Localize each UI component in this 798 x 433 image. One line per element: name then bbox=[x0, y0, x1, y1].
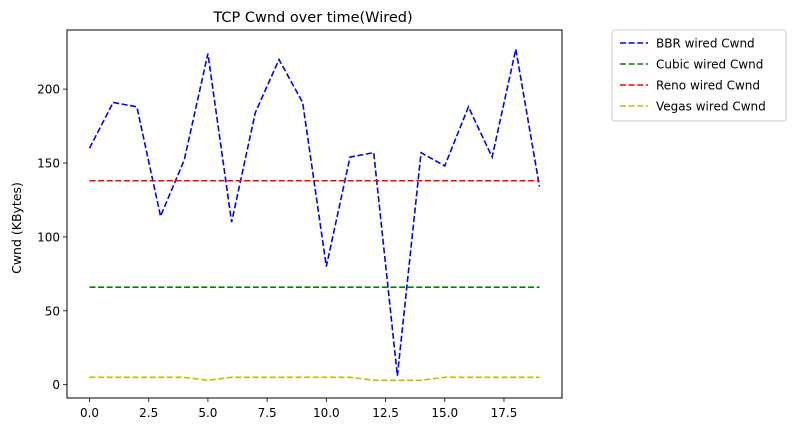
x-tick-label: 2.5 bbox=[139, 406, 158, 420]
x-tick-label: 5.0 bbox=[198, 406, 217, 420]
legend-label: Cubic wired Cwnd bbox=[656, 58, 763, 72]
y-tick-label: 200 bbox=[37, 83, 60, 97]
x-tick-label: 10.0 bbox=[313, 406, 340, 420]
x-tick-label: 17.5 bbox=[491, 406, 518, 420]
x-tick-label: 15.0 bbox=[431, 406, 458, 420]
y-tick-label: 150 bbox=[37, 157, 60, 171]
legend: BBR wired Cwnd Cubic wired Cwnd Reno wired… bbox=[611, 29, 787, 122]
plot-frame bbox=[66, 29, 563, 399]
series-line-bbr bbox=[88, 49, 541, 376]
x-tick-label: 0.0 bbox=[80, 406, 99, 420]
legend-label: Vegas wired Cwnd bbox=[656, 100, 766, 114]
y-tick-label: 100 bbox=[37, 230, 60, 244]
legend-frame bbox=[611, 29, 787, 122]
chart-title: TCP Cwnd over time(Wired) bbox=[212, 10, 412, 26]
legend-label: Reno wired Cwnd bbox=[656, 79, 760, 93]
y-tick-label: 0 bbox=[52, 378, 60, 392]
y-tick-label: 50 bbox=[45, 304, 60, 318]
y-axis-label: Cwnd (KBytes) bbox=[9, 182, 24, 274]
x-tick-label: 12.5 bbox=[372, 406, 399, 420]
series-layer bbox=[88, 49, 541, 382]
x-tick-label: 7.5 bbox=[258, 406, 277, 420]
ticks-layer: 0.0 2.5 5.0 7.5 10.0 12.5 15.0 17.5 0 50 100 150 200 bbox=[37, 83, 517, 420]
legend-label: BBR wired Cwnd bbox=[656, 37, 755, 51]
series-line-vegas bbox=[89, 376, 540, 382]
